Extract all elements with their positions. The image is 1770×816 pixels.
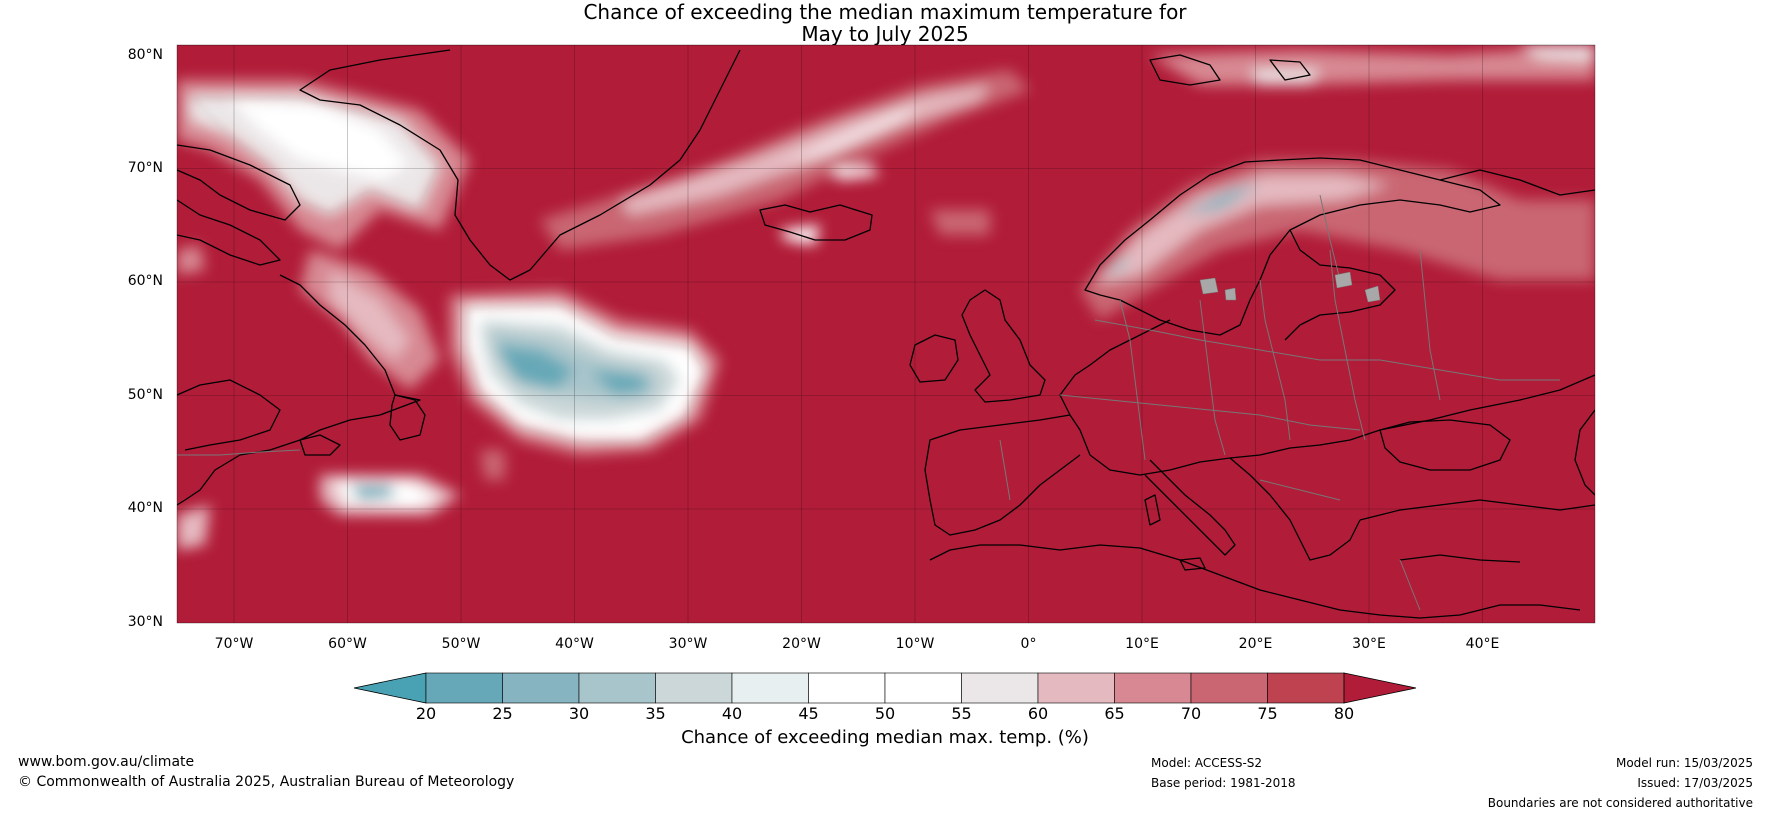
colorbar-segment	[731, 672, 809, 704]
colorbar-segment	[1267, 672, 1345, 704]
lon-label-40e: 40°E	[1465, 636, 1500, 652]
colorbar-extend-high	[1343, 672, 1417, 704]
colorbar-tick-35: 35	[645, 704, 666, 723]
colorbar-tick-25: 25	[492, 704, 513, 723]
colorbar-segment	[884, 672, 962, 704]
lat-label-50n: 50°N	[127, 387, 163, 403]
colorbar-tick-60: 60	[1027, 704, 1049, 723]
graticule	[177, 45, 1595, 623]
model-run-text: Model run: 15/03/2025	[1615, 756, 1753, 770]
colorbar-segment	[655, 672, 733, 704]
colorbar-extend-low	[353, 672, 427, 704]
lon-label-60w: 60°W	[328, 636, 367, 652]
colorbar-segment	[578, 672, 656, 704]
copyright-text: © Commonwealth of Australia 2025, Austra…	[18, 774, 515, 790]
lon-label-40w: 40°W	[555, 636, 594, 652]
lon-label-10e: 10°E	[1125, 636, 1159, 652]
colorbar-segment	[425, 672, 503, 704]
colorbar-tick-30: 30	[568, 704, 590, 723]
lon-label-0: 0°	[1020, 636, 1037, 652]
lat-label-70n: 70°N	[127, 160, 163, 176]
colorbar-tick-55: 55	[951, 704, 972, 723]
lat-label-80n: 80°N	[127, 47, 163, 63]
colorbar-segment	[1037, 672, 1115, 704]
lat-label-30n: 30°N	[127, 614, 163, 630]
base-period-text: Base period: 1981-2018	[1151, 776, 1296, 790]
colorbar	[353, 672, 1417, 704]
colorbar-tick-65: 65	[1104, 704, 1125, 723]
lon-label-20w: 20°W	[782, 636, 821, 652]
colorbar-tick-70: 70	[1180, 704, 1202, 723]
map-title-line1: Chance of exceeding the median maximum t…	[583, 0, 1187, 24]
colorbar-tick-20: 20	[415, 704, 437, 723]
colorbar-tick-45: 45	[798, 704, 819, 723]
disclaimer-text: Boundaries are not considered authoritat…	[1487, 796, 1753, 810]
map-panel	[177, 45, 1595, 623]
colorbar-segment	[1190, 672, 1268, 704]
lon-label-20e: 20°E	[1238, 636, 1273, 652]
lat-label-60n: 60°N	[127, 273, 163, 289]
lakes	[1199, 271, 1381, 303]
colorbar-segment	[502, 672, 580, 704]
map-title-line2: May to July 2025	[801, 22, 969, 46]
colorbar-tick-40: 40	[721, 704, 743, 723]
lon-label-70w: 70°W	[214, 636, 254, 652]
lon-label-30w: 30°W	[668, 636, 708, 652]
model-text: Model: ACCESS-S2	[1151, 756, 1263, 770]
colorbar-segment	[961, 672, 1039, 704]
lon-label-30e: 30°E	[1352, 636, 1386, 652]
coastlines	[177, 49, 1595, 619]
colorbar-segment	[808, 672, 886, 704]
colorbar-tick-75: 75	[1257, 704, 1278, 723]
website-link[interactable]: www.bom.gov.au/climate	[18, 754, 195, 770]
colorbar-segment	[1114, 672, 1192, 704]
colorbar-tick-80: 80	[1333, 704, 1355, 723]
lon-label-10w: 10°W	[895, 636, 935, 652]
colorbar-label: Chance of exceeding median max. temp. (%…	[681, 727, 1089, 748]
lon-label-50w: 50°W	[441, 636, 481, 652]
lat-label-40n: 40°N	[127, 500, 163, 516]
country-borders	[177, 194, 1560, 611]
colorbar-tick-50: 50	[874, 704, 896, 723]
probability-field	[177, 45, 1595, 550]
issued-text: Issued: 17/03/2025	[1637, 776, 1753, 790]
